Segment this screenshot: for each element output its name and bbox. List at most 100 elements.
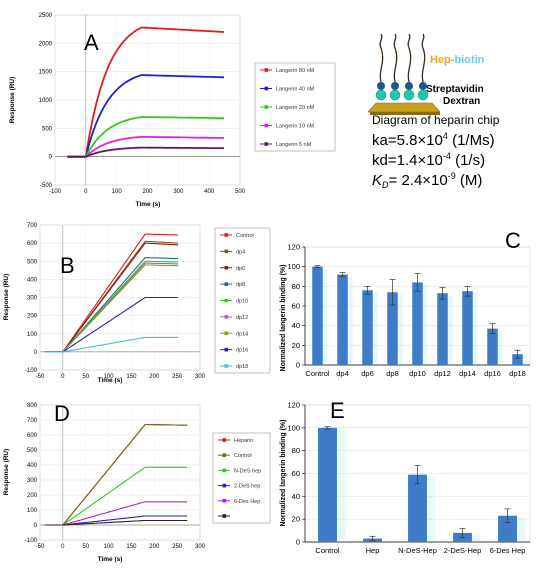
hep-biotin-label: Hep-biotin [430, 54, 485, 66]
panel-label: E [330, 398, 345, 423]
chip-edge-shape [370, 112, 440, 115]
ka-value: ka=5.8×104 (1/Ms) [372, 131, 495, 149]
y-tick-label: -100 [25, 368, 38, 374]
legend-entry: 6-Des Hep [234, 499, 260, 505]
bar [412, 282, 423, 365]
legend-marker [224, 249, 229, 254]
y-tick-label: 600 [27, 241, 38, 247]
x-tick-label: 0 [84, 189, 88, 195]
x-axis-title: Time (s) [136, 201, 161, 208]
legend-marker [222, 438, 227, 442]
category-label: dp8 [386, 369, 399, 378]
x-tick-label: 200 [149, 544, 160, 550]
tick-labels: -100 0 100 200 300 400 500 600 700 800 -50 0 50 100 15… [25, 403, 206, 550]
chip-base-shape [367, 102, 441, 113]
x-tick-label: 300 [173, 189, 184, 195]
legend: Control dp4 dp6 dp8 dp10 dp12 dp14 dp16 dp18 [220, 233, 254, 370]
x-tick-label: 100 [104, 374, 115, 380]
legend: Heparin Control N-DeS hep 2-DeS hep 6-Des He… [218, 438, 261, 518]
bar [408, 474, 427, 542]
panel-b-chart: -100 0 100 200 300 400 500 600 700 -50 0 50 100 150 20… [3, 223, 271, 384]
y-tick-label: 700 [27, 223, 38, 229]
legend-entry: Heparin [234, 438, 253, 444]
y-tick-label: 80 [292, 282, 300, 291]
streptavidin-label: Streptavidin [426, 84, 484, 95]
x-tick-label: 0 [61, 374, 65, 380]
series-group [67, 26, 225, 158]
axes [40, 225, 200, 370]
category-label: Hep [366, 546, 380, 555]
y-tick-label: 80 [292, 446, 300, 455]
bar [487, 328, 498, 365]
legend-entry: N-DeS hep [234, 468, 261, 474]
bar-shadow [373, 540, 391, 542]
y-tick-label: 1500 [39, 70, 53, 76]
legend-marker [222, 499, 227, 503]
x-tick-label: 500 [235, 189, 246, 195]
legend: Langerin 80 nM Langerin 40 nM Langerin 20 … [260, 68, 315, 148]
legend-marker [264, 86, 269, 91]
y-tick-label: 120 [287, 401, 300, 410]
kd-equilibrium-value: KD= 2.4×10-9 (M) [372, 171, 482, 190]
legend-entry: dp18 [236, 364, 248, 370]
category-label: N-DeS-Hep [398, 546, 437, 555]
x-tick-label: 0 [61, 544, 65, 550]
y-tick-label: 100 [27, 332, 38, 338]
x-tick-label: -50 [36, 374, 45, 380]
y-tick-label: 0 [296, 361, 300, 370]
panel-a-chart: -500 0 500 1000 1500 2000 2500 -100 0 100 200 300 40… [9, 13, 336, 208]
x-axis-title: Time (s) [98, 556, 123, 563]
category-label: dp12 [434, 369, 451, 378]
panel-label: D [54, 401, 70, 426]
y-axis-title: Response (RU) [3, 449, 10, 496]
y-tick-label: 100 [287, 262, 300, 271]
legend-entry: dp16 [236, 348, 248, 354]
legend-entry: dp14 [236, 331, 248, 337]
panel-d-chart: -100 0 100 200 300 400 500 600 700 800 -50 0 50 100 15… [3, 401, 271, 563]
x-tick-label: -50 [36, 544, 45, 550]
y-tick-label: 500 [27, 259, 38, 265]
x-tick-label: 300 [195, 374, 206, 380]
legend-entry: Langerin 5 nM [276, 142, 312, 148]
legend-entry: dp10 [236, 299, 248, 305]
y-tick-label: 60 [292, 302, 300, 311]
x-tick-label: 400 [204, 189, 215, 195]
y-axis-title: Normalized langerin binding (%) [280, 265, 287, 372]
x-tick-label: 150 [126, 374, 137, 380]
y-tick-label: -500 [40, 183, 53, 189]
x-axis-title: Time (s) [98, 377, 123, 384]
plot-area [39, 404, 201, 541]
category-label: dp18 [509, 369, 526, 378]
series-line [67, 146, 224, 158]
legend-entry: Control [236, 233, 254, 239]
y-tick-label: 100 [27, 508, 38, 514]
category-label: 2-DeS-Hep [444, 546, 482, 555]
y-tick-label: 400 [27, 463, 38, 469]
panel-label: A [84, 30, 99, 55]
series-group [44, 423, 188, 526]
series-line [44, 296, 179, 353]
y-tick-label: 0 [49, 155, 53, 161]
y-tick-label: 700 [27, 418, 38, 424]
series-line [44, 423, 188, 526]
category-label: Control [315, 546, 340, 555]
y-tick-label: 400 [27, 277, 38, 283]
tick-labels: -500 0 500 1000 1500 2000 2500 -100 0 100 200 300 40… [39, 13, 246, 195]
legend-marker [224, 315, 229, 319]
legend-marker [224, 347, 229, 352]
bar [512, 354, 523, 365]
x-tick-label: 250 [172, 544, 183, 550]
panel-e-chart: 0 20 40 60 80 100 120 Control Hep N-DeS-Hep 2-DeS-… [280, 398, 531, 555]
x-tick-label: 250 [172, 374, 183, 380]
legend-entry: Langerin 40 nM [276, 87, 315, 93]
x-tick-label: 200 [142, 189, 153, 195]
bar-plot: 0 20 40 60 80 100 120 Control dp4 dp6 dp8 dp10 dp12 d… [287, 243, 531, 378]
heparin-chains [379, 33, 426, 83]
bar [437, 293, 448, 365]
y-tick-label: 2500 [39, 13, 53, 19]
series-line [44, 336, 179, 353]
x-tick-label: 300 [195, 544, 206, 550]
legend-entry: 2-DeS hep [234, 484, 260, 490]
y-tick-label: 200 [27, 493, 38, 499]
